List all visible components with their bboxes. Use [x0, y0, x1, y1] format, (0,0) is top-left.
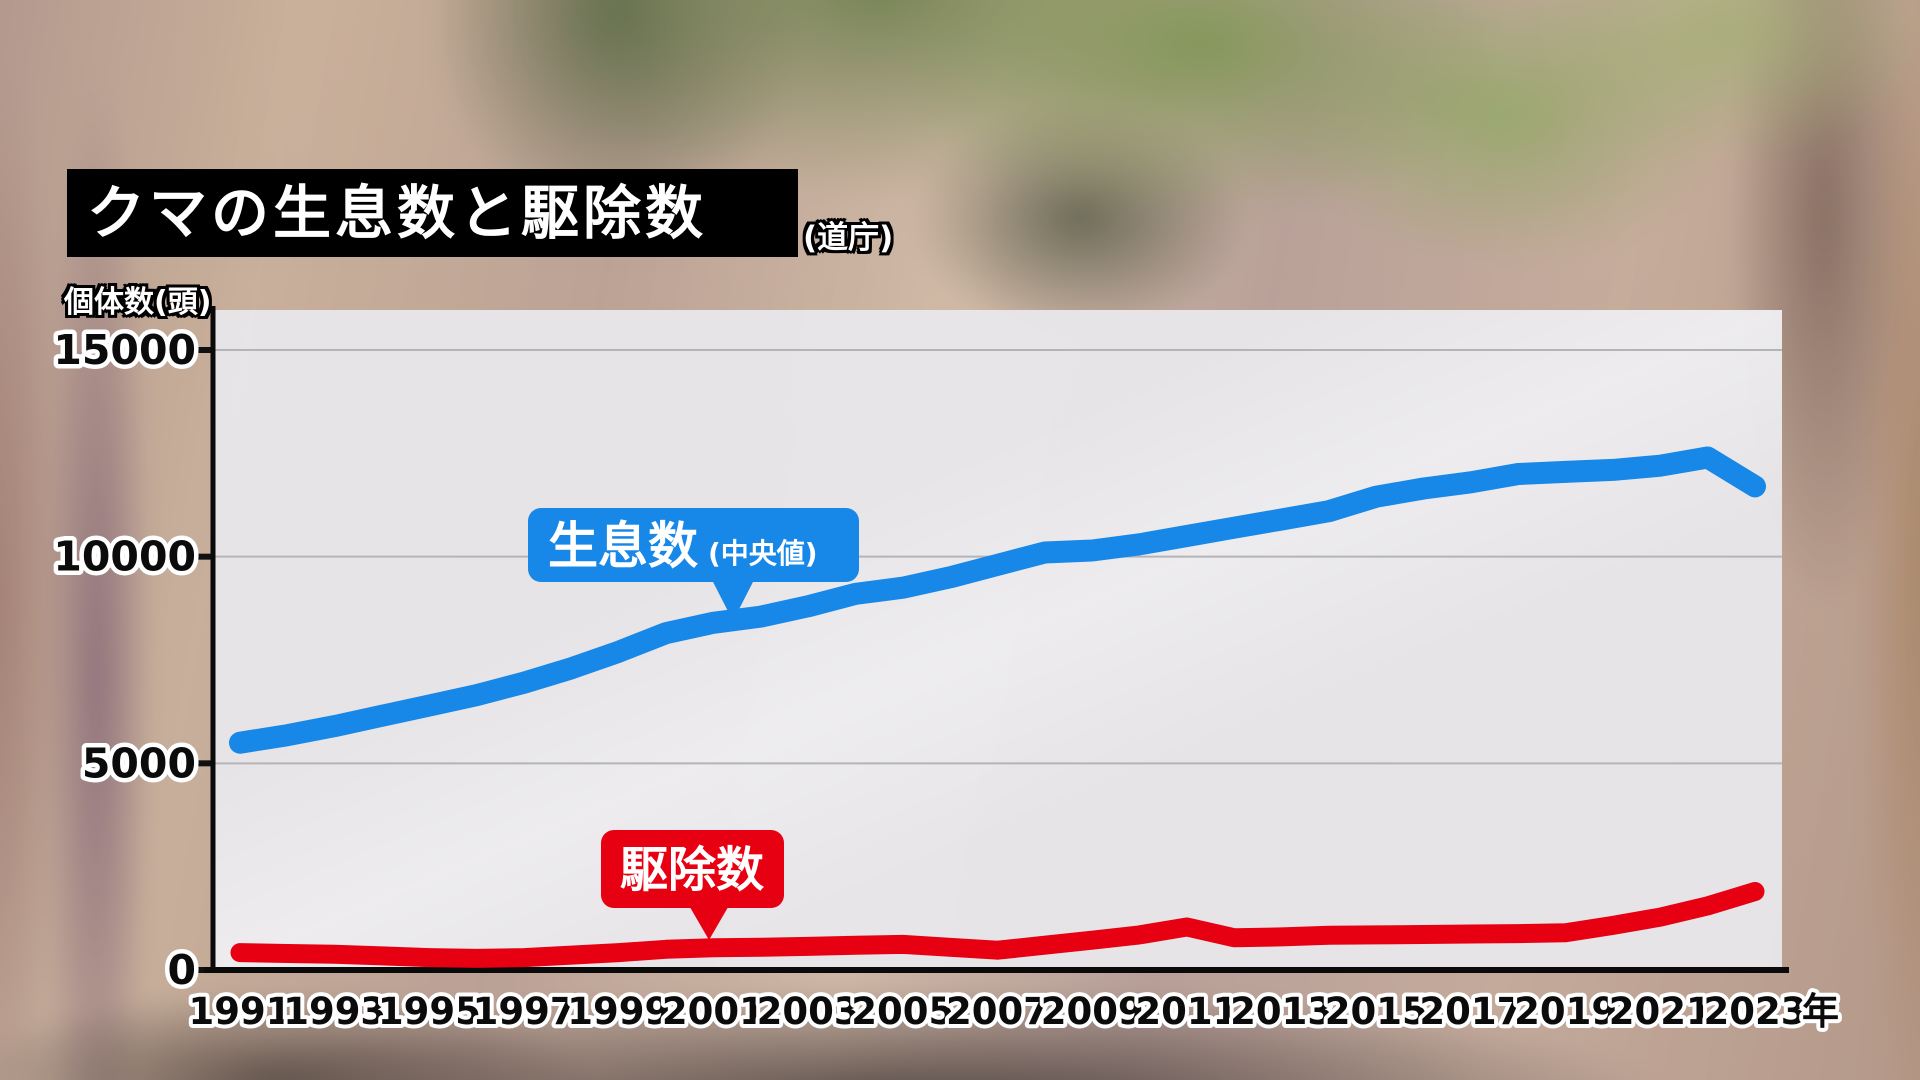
callout-pointer	[687, 902, 731, 940]
svg-text:1991: 1991	[189, 990, 292, 1033]
svg-text:2015: 2015	[1325, 990, 1428, 1033]
chart-title-bar: クマの生息数と駆除数	[67, 169, 798, 257]
svg-text:2021: 2021	[1609, 990, 1712, 1033]
svg-text:10000: 10000	[53, 533, 196, 581]
svg-text:1999: 1999	[567, 990, 670, 1033]
callout-box	[528, 508, 859, 582]
svg-text:1995: 1995	[378, 990, 481, 1033]
legend-callout-seisokusu: 生息数 (中央値)	[528, 508, 859, 621]
y-axis-tick-labels: 0 5000 10000 15000	[49, 322, 201, 999]
svg-text:0: 0	[167, 946, 196, 994]
svg-text:2017: 2017	[1419, 990, 1522, 1033]
series-line-seisokusu	[229, 446, 1766, 754]
series-line-kujosu	[230, 882, 1765, 968]
svg-text:2003: 2003	[757, 990, 860, 1033]
svg-text:2009: 2009	[1041, 990, 1144, 1033]
svg-text:2001: 2001	[662, 990, 765, 1033]
svg-text:2007: 2007	[946, 990, 1049, 1033]
y-axis-title: 個体数(頭)	[64, 285, 212, 320]
svg-text:2023: 2023	[1704, 990, 1807, 1033]
svg-text:2011: 2011	[1135, 990, 1238, 1033]
svg-text:15000: 15000	[53, 326, 196, 374]
x-axis-unit-label: 年	[1802, 990, 1839, 1033]
svg-text:1997: 1997	[473, 990, 576, 1033]
svg-text:2005: 2005	[851, 990, 954, 1033]
svg-text:1993: 1993	[283, 990, 386, 1033]
x-axis-tick-labels: 1991199319951997199920012003200520072009…	[185, 986, 1811, 1037]
callout-label: 駆除数	[620, 842, 764, 898]
callout-pointer	[711, 578, 755, 621]
callout-label: 生息数 (中央値)	[548, 517, 818, 575]
svg-text:2019: 2019	[1514, 990, 1617, 1033]
legend-callout-kujosu: 駆除数	[601, 830, 784, 940]
svg-text:2013: 2013	[1230, 990, 1333, 1033]
source-label: (道庁)	[803, 220, 894, 256]
callout-box	[601, 830, 784, 908]
chart-title: クマの生息数と駆除数	[87, 179, 708, 247]
svg-text:5000: 5000	[82, 739, 196, 787]
plot-area-sheen	[213, 310, 1782, 970]
